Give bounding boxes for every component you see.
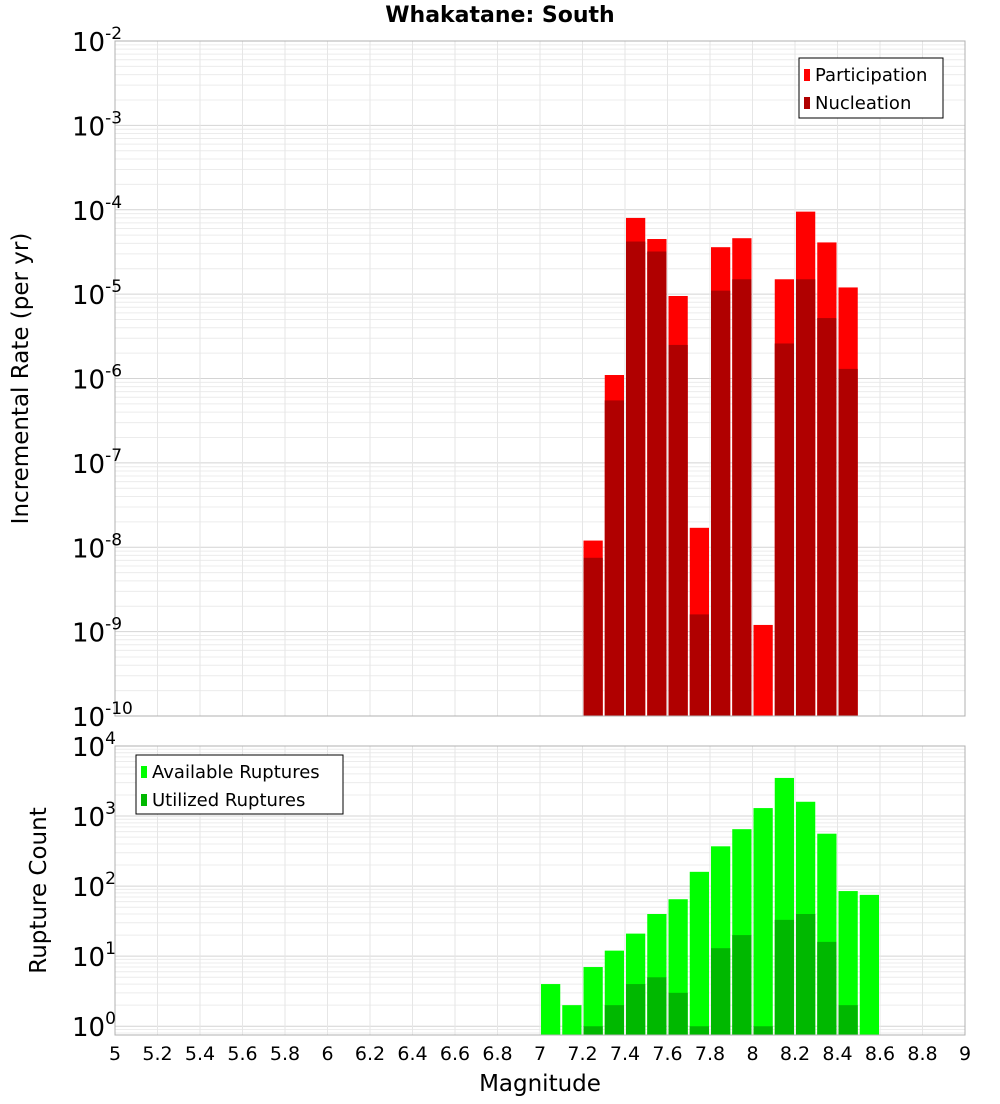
count-legend-swatch xyxy=(141,766,147,778)
rate-series-2 xyxy=(583,241,858,717)
count-bar xyxy=(626,984,646,1035)
rate-bar xyxy=(838,368,858,716)
count-bar xyxy=(817,941,837,1035)
rate-y-tick-label: 10-10 xyxy=(72,699,133,733)
rate-plot-frame xyxy=(114,40,966,717)
count-bar xyxy=(583,967,603,1035)
rate-bar xyxy=(668,344,688,716)
count-bar xyxy=(838,891,858,1035)
rate-y-tick-label: 10-8 xyxy=(72,530,122,564)
x-tick-label: 7.2 xyxy=(567,1043,597,1065)
rate-y-tick-label: 10-7 xyxy=(72,446,122,480)
count-bar xyxy=(668,992,688,1035)
count-y-tick-label: 102 xyxy=(72,869,116,903)
rate-bar xyxy=(753,624,773,716)
rate-legend-label: Nucleation xyxy=(815,93,911,114)
x-tick-label: 5.4 xyxy=(185,1043,215,1065)
x-tick-label: 5.6 xyxy=(227,1043,257,1065)
count-bar xyxy=(562,1005,582,1035)
rate-bar xyxy=(626,241,646,717)
count-bar xyxy=(796,914,816,1035)
x-tick-label: 5.2 xyxy=(142,1043,172,1065)
x-tick-label: 5 xyxy=(109,1043,121,1065)
count-bar xyxy=(689,871,709,1035)
count-bar xyxy=(753,1026,773,1035)
x-tick-label: 6.6 xyxy=(440,1043,470,1065)
x-tick-label: 8.4 xyxy=(822,1043,852,1065)
rate-legend-swatch xyxy=(804,97,810,109)
rate-bar xyxy=(689,614,709,716)
rate-legend: Participation Nucleation xyxy=(798,57,944,119)
x-tick-label: 7.4 xyxy=(610,1043,640,1065)
rate-bar xyxy=(732,279,752,716)
count-y-tick-label: 104 xyxy=(72,729,116,763)
count-legend-swatch xyxy=(141,794,147,806)
x-tick-label: 6.2 xyxy=(355,1043,385,1065)
rate-y-axis-label: Incremental Rate (per yr) xyxy=(8,233,34,525)
rate-bar xyxy=(796,279,816,716)
rate-y-tick-label: 10-4 xyxy=(72,193,122,227)
rate-grid xyxy=(114,41,966,717)
rate-y-tick-label: 10-9 xyxy=(72,615,122,649)
count-y-tick-label: 103 xyxy=(72,799,116,833)
count-bar xyxy=(774,919,794,1035)
x-tick-label: 6.4 xyxy=(397,1043,427,1065)
x-tick-label: 6.8 xyxy=(482,1043,512,1065)
x-tick-label: 9 xyxy=(959,1043,971,1065)
x-ticks: 5 5.2 5.4 5.6 5.8 6 6.2 6.4 6.6 6.8 7 7.2 7.4 7.6 7.8 8… xyxy=(109,1043,971,1065)
count-bar xyxy=(541,984,561,1035)
x-axis-label: Magnitude xyxy=(479,1071,601,1097)
rate-bar xyxy=(711,290,731,716)
rate-y-tick-label: 10-6 xyxy=(72,362,122,396)
rate-bar xyxy=(604,400,624,716)
x-tick-label: 7.8 xyxy=(695,1043,725,1065)
count-bar xyxy=(838,1005,858,1035)
x-tick-label: 5.8 xyxy=(270,1043,300,1065)
count-bar xyxy=(583,1026,603,1035)
count-legend-label: Available Ruptures xyxy=(152,762,320,783)
bottom-panel: 100 101 102 103 104 Rupture Count Available Ru… xyxy=(26,729,971,1065)
count-y-axis-label: Rupture Count xyxy=(26,807,52,973)
top-panel: 10-10 10-9 10-8 10-7 10-6 10-5 10-4 10-3 10-2 Inc… xyxy=(8,24,966,733)
rate-y-tick-label: 10-3 xyxy=(72,108,122,142)
count-bar xyxy=(604,1005,624,1035)
chart-title: Whakatane: South xyxy=(385,3,614,28)
count-bar xyxy=(689,1026,709,1035)
x-tick-label: 7.6 xyxy=(652,1043,682,1065)
count-bar xyxy=(732,935,752,1035)
rate-legend-label: Participation xyxy=(815,65,927,86)
rate-bar xyxy=(774,343,794,716)
x-tick-label: 7 xyxy=(534,1043,546,1065)
count-y-tick-label: 101 xyxy=(72,939,116,973)
rate-bar xyxy=(647,251,667,716)
x-tick-label: 8 xyxy=(746,1043,758,1065)
rate-y-tick-label: 10-2 xyxy=(72,24,122,58)
count-bar xyxy=(711,948,731,1035)
count-bar xyxy=(859,894,879,1035)
count-y-tick-label: 100 xyxy=(72,1009,116,1043)
count-series-2 xyxy=(583,914,858,1035)
rate-legend-box xyxy=(798,57,944,119)
rate-bar xyxy=(583,557,603,716)
rate-legend-swatch xyxy=(804,69,810,81)
x-tick-label: 8.2 xyxy=(780,1043,810,1065)
x-tick-label: 8.8 xyxy=(907,1043,937,1065)
count-bar xyxy=(647,977,667,1035)
rate-y-tick-label: 10-5 xyxy=(72,277,122,311)
rate-bar xyxy=(817,318,837,716)
x-tick-label: 8.6 xyxy=(865,1043,895,1065)
count-legend: Available Ruptures Utilized Ruptures xyxy=(135,754,344,815)
count-bar xyxy=(753,808,773,1035)
count-legend-box xyxy=(135,754,344,815)
count-plot-frame xyxy=(114,745,966,1036)
x-tick-label: 6 xyxy=(321,1043,333,1065)
count-legend-label: Utilized Ruptures xyxy=(152,790,305,811)
